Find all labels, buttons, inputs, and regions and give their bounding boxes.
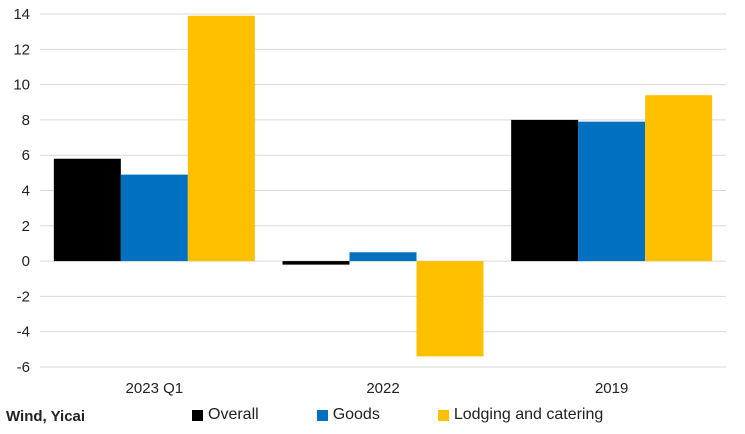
legend-item-overall: Overall: [192, 406, 259, 424]
y-tick-label: 14: [13, 6, 30, 23]
x-tick-label: 2022: [366, 380, 399, 397]
y-tick-label: 8: [22, 112, 30, 129]
bar-goods-2019: [578, 121, 646, 262]
y-tick-label: 6: [22, 147, 30, 164]
bar-lodging-and-catering-2019: [645, 95, 713, 262]
legend: Overall Goods Lodging and catering: [192, 406, 603, 424]
legend-label-lodging-catering: Lodging and catering: [453, 406, 604, 423]
bar-overall-2022: [282, 261, 350, 265]
legend-label-overall: Overall: [208, 406, 259, 423]
y-tick-label: 4: [22, 183, 30, 200]
source-label: Wind, Yicai: [6, 408, 86, 425]
y-tick-label: 10: [13, 77, 30, 94]
y-tick-label: -4: [17, 324, 30, 341]
legend-swatch-overall: [192, 409, 203, 421]
bar-overall-2019: [511, 119, 579, 262]
y-tick-label: 2: [22, 218, 30, 235]
y-tick-label: -2: [17, 288, 30, 305]
bar-lodging-and-catering-2023-q1: [187, 15, 255, 262]
bar-lodging-and-catering-2022: [416, 261, 484, 357]
legend-item-goods: Goods: [316, 406, 380, 424]
legend-item-lodging-catering: Lodging and catering: [437, 406, 604, 424]
bar-goods-2023-q1: [120, 174, 188, 262]
y-tick-label: 12: [13, 41, 30, 58]
bar-overall-2023-q1: [53, 158, 121, 262]
legend-label-goods: Goods: [332, 406, 380, 423]
y-axis-tick-labels: 14 12 10 8 6 4 2 0 -2 -4 -6: [13, 6, 30, 376]
x-axis-tick-labels: 2023 Q1 2022 2019: [126, 380, 629, 397]
legend-swatch-goods: [316, 409, 328, 421]
bars: [53, 15, 713, 357]
y-tick-label: -6: [17, 359, 30, 376]
x-tick-label: 2019: [595, 380, 628, 397]
x-tick-label: 2023 Q1: [126, 380, 184, 397]
y-tick-label: 0: [22, 253, 30, 270]
bar-goods-2022: [349, 252, 417, 262]
legend-swatch-lodging-catering: [437, 409, 449, 421]
